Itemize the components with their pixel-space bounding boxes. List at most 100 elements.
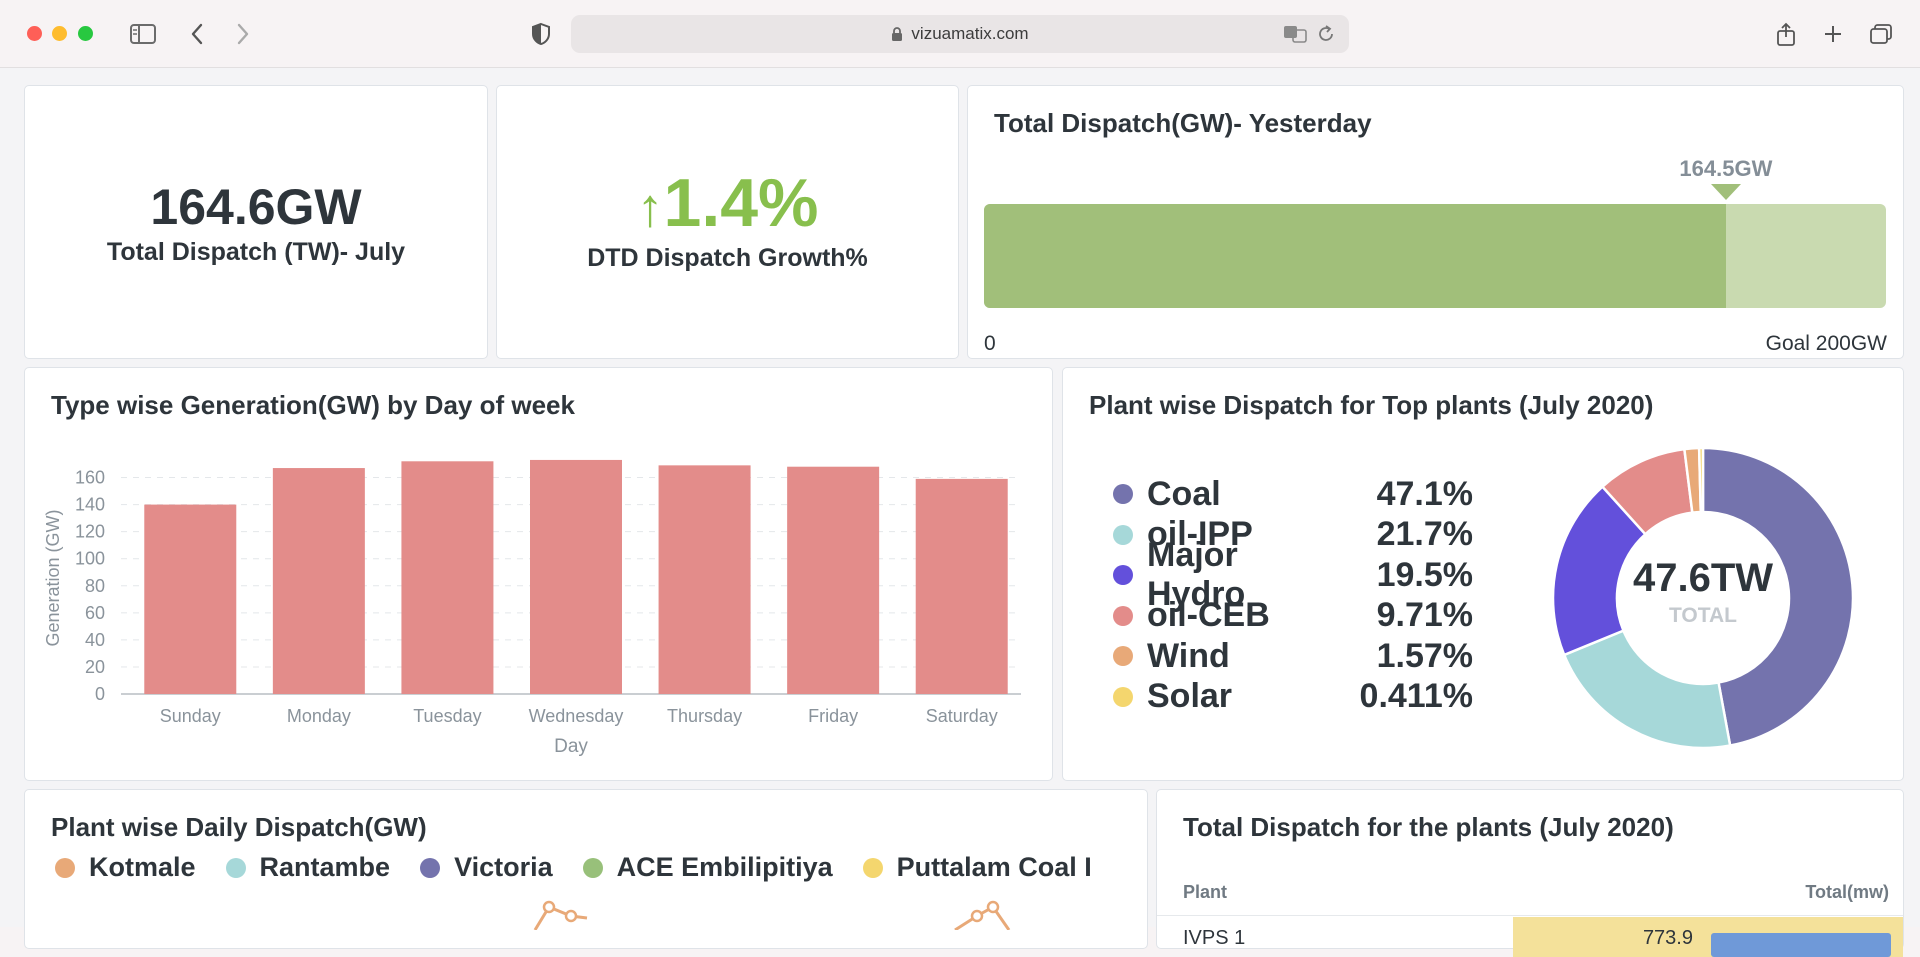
forward-icon[interactable] xyxy=(228,20,258,48)
bar-sunday[interactable] xyxy=(144,504,237,694)
pie-legend-label: Major Hydro xyxy=(1147,536,1246,613)
donut-slice-oil-ipp[interactable] xyxy=(1562,628,1732,750)
y-tick-label: 40 xyxy=(85,630,105,650)
kpi-total-dispatch-label: Total Dispatch (TW)- July xyxy=(106,238,406,266)
pie-legend-label: Wind xyxy=(1147,636,1230,675)
y-tick-label: 120 xyxy=(75,522,105,542)
line-legend-item[interactable]: Rantambe xyxy=(225,852,391,883)
table-title: Total Dispatch for the plants (July 2020… xyxy=(1183,812,1674,842)
pie-legend-label: oil-IPP xyxy=(1147,515,1253,553)
progress-bar-fill xyxy=(984,204,1726,308)
pie-legend-item[interactable]: Major Hydro 19.5% xyxy=(1113,536,1473,613)
pie-chart-card: Plant wise Dispatch for Top plants (July… xyxy=(1062,367,1904,781)
pie-legend-percent: 21.7% xyxy=(1376,515,1473,553)
legend-dot-icon xyxy=(225,857,246,878)
address-bar[interactable]: vizuamatix.com xyxy=(571,15,1349,53)
back-icon[interactable] xyxy=(182,20,212,48)
reload-icon[interactable] xyxy=(1317,24,1335,49)
legend-dot-icon xyxy=(55,857,75,878)
pie-legend-item[interactable]: Wind 1.57% xyxy=(1113,636,1473,676)
dispatch-table-card: Total Dispatch for the plants (July 2020… xyxy=(1156,789,1904,957)
url-text: vizuamatix.com xyxy=(911,24,1029,43)
kpi-growth-number: 1.4% xyxy=(663,165,819,241)
y-axis-label: Generation (GW) xyxy=(43,509,63,646)
x-tick-label: Saturday xyxy=(926,706,998,726)
bar-thursday[interactable] xyxy=(658,465,751,694)
pie-legend-item[interactable]: oil-CEB 9.71% xyxy=(1113,596,1473,636)
table-cell-total: 773.9 xyxy=(1642,927,1693,949)
line-legend-label: Rantambe xyxy=(259,852,391,882)
pie-legend-percent: 9.71% xyxy=(1376,596,1473,634)
kpi-growth-label: DTD Dispatch Growth% xyxy=(587,244,868,272)
y-tick-label: 60 xyxy=(85,603,105,623)
minimize-window-button[interactable] xyxy=(52,26,67,41)
dashboard: 164.6GW Total Dispatch (TW)- July ↑1.4% … xyxy=(0,68,1920,957)
bar-tuesday[interactable] xyxy=(401,461,494,694)
pie-legend-item[interactable]: Coal 47.1% xyxy=(1113,474,1473,514)
y-tick-label: 100 xyxy=(75,549,105,569)
donut-slice-solar[interactable] xyxy=(1697,446,1705,514)
bar-friday[interactable] xyxy=(787,466,880,694)
browser-toolbar: vizuamatix.com xyxy=(0,0,1920,68)
kpi-total-dispatch-card: 164.6GW Total Dispatch (TW)- July xyxy=(24,85,488,359)
line-legend-item[interactable]: ACE Embilipitiya xyxy=(582,852,833,883)
table-cell-bar xyxy=(1711,933,1891,957)
lock-icon xyxy=(891,26,903,42)
line-legend-item[interactable]: Kotmale xyxy=(55,852,196,883)
x-tick-label: Tuesday xyxy=(413,706,481,726)
x-tick-label: Sunday xyxy=(160,706,221,726)
x-tick-label: Monday xyxy=(287,706,351,726)
progress-card: Total Dispatch(GW)- Yesterday 164.5GW 0 … xyxy=(967,85,1904,359)
column-total[interactable]: Total(mw) xyxy=(1805,882,1889,902)
line-legend-item[interactable]: Puttalam Coal I xyxy=(862,852,1092,883)
donut-center-value: 47.6TW xyxy=(1632,556,1774,600)
pie-legend-item[interactable]: Solar 0.411% xyxy=(1113,677,1473,717)
legend-dot-icon xyxy=(1113,565,1133,585)
table-header: Plant Total(mw) xyxy=(1157,870,1903,916)
y-tick-label: 160 xyxy=(75,468,105,488)
progress-min-label: 0 xyxy=(984,332,996,355)
legend-dot-icon xyxy=(582,857,603,878)
maximize-window-button[interactable] xyxy=(78,26,93,41)
pie-legend-percent: 1.57% xyxy=(1376,636,1473,675)
table-cell-highlight: 773.9 xyxy=(1513,917,1903,957)
progress-goal-label: Goal 200GW xyxy=(1765,332,1887,355)
progress-bar xyxy=(984,204,1886,308)
pie-legend-label: oil-CEB xyxy=(1147,596,1270,634)
legend-dot-icon xyxy=(1113,686,1133,707)
line-chart-legend: Kotmale Rantambe Victoria ACE Embilipitiya P… xyxy=(55,852,1092,883)
bar-chart: 0 20 40 60 80 100 120 140 160 Sunday Monday Tuesday… xyxy=(43,459,1021,757)
bar-wednesday[interactable] xyxy=(530,459,622,694)
x-tick-label: Thursday xyxy=(667,706,742,726)
line-legend-item[interactable]: Victoria xyxy=(420,852,553,883)
legend-dot-icon xyxy=(1113,646,1133,666)
bar-chart-title: Type wise Generation(GW) by Day of week xyxy=(51,390,575,420)
y-tick-label: 0 xyxy=(95,684,105,704)
share-icon[interactable] xyxy=(1771,20,1801,48)
pie-legend-item[interactable]: oil-IPP 21.7% xyxy=(1113,515,1473,555)
privacy-shield-icon[interactable] xyxy=(526,20,556,48)
bar-monday[interactable] xyxy=(272,468,365,694)
bar-chart-card: Type wise Generation(GW) by Day of week … xyxy=(24,367,1053,781)
legend-dot-icon xyxy=(862,857,883,878)
donut-slice-coal[interactable] xyxy=(1701,446,1855,747)
x-tick-label: Friday xyxy=(808,706,858,726)
line-legend-label: Victoria xyxy=(454,852,553,882)
close-window-button[interactable] xyxy=(27,26,42,41)
bar-saturday[interactable] xyxy=(915,478,1008,694)
sidebar-toggle-icon[interactable] xyxy=(128,20,158,48)
kpi-growth-value: ↑1.4% xyxy=(497,164,958,242)
donut-slice-major-hydro[interactable] xyxy=(1551,484,1648,657)
pie-legend-percent: 0.411% xyxy=(1359,677,1473,715)
pie-legend-percent: 19.5% xyxy=(1376,555,1473,594)
kpi-growth-card: ↑1.4% DTD Dispatch Growth% xyxy=(496,85,959,359)
tab-overview-icon[interactable] xyxy=(1866,20,1896,48)
line-chart-title: Plant wise Daily Dispatch(GW) xyxy=(51,812,427,842)
column-plant[interactable]: Plant xyxy=(1183,882,1228,902)
legend-dot-icon xyxy=(1113,484,1133,504)
legend-dot-icon xyxy=(420,857,441,878)
new-tab-icon[interactable] xyxy=(1818,20,1848,48)
pie-chart-title: Plant wise Dispatch for Top plants (July… xyxy=(1089,390,1654,420)
legend-dot-icon xyxy=(1113,524,1133,545)
translate-icon[interactable] xyxy=(1283,24,1307,49)
